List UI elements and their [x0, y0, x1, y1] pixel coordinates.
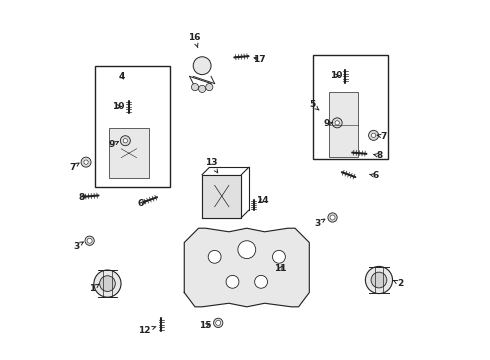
- Circle shape: [85, 236, 94, 246]
- Text: 6: 6: [369, 171, 378, 180]
- Text: 3: 3: [74, 242, 83, 251]
- Circle shape: [368, 130, 379, 140]
- Circle shape: [123, 139, 127, 143]
- Circle shape: [226, 275, 239, 288]
- Text: 8: 8: [373, 151, 382, 160]
- Text: 6: 6: [138, 199, 147, 208]
- Text: 7: 7: [377, 132, 387, 141]
- Text: 9: 9: [323, 120, 333, 129]
- Circle shape: [94, 270, 121, 297]
- Circle shape: [84, 160, 88, 164]
- Text: 7: 7: [69, 163, 79, 172]
- Text: 13: 13: [205, 158, 218, 173]
- Text: 16: 16: [188, 33, 200, 48]
- Circle shape: [198, 85, 206, 93]
- FancyBboxPatch shape: [329, 93, 358, 157]
- Circle shape: [272, 250, 285, 263]
- Text: 2: 2: [394, 279, 403, 288]
- Circle shape: [371, 272, 387, 288]
- Circle shape: [238, 241, 256, 258]
- Circle shape: [328, 213, 337, 222]
- Circle shape: [81, 157, 91, 167]
- Text: 9: 9: [109, 140, 119, 149]
- Circle shape: [206, 84, 213, 91]
- Circle shape: [99, 276, 115, 292]
- Circle shape: [330, 215, 335, 220]
- Circle shape: [366, 266, 392, 294]
- Text: 10: 10: [112, 102, 124, 111]
- Text: 12: 12: [138, 326, 156, 335]
- Circle shape: [121, 136, 130, 146]
- Text: 4: 4: [119, 72, 125, 81]
- Circle shape: [208, 250, 221, 263]
- Bar: [313, 55, 388, 158]
- Bar: [95, 66, 170, 187]
- Text: 5: 5: [310, 100, 319, 110]
- Circle shape: [255, 275, 268, 288]
- Polygon shape: [184, 228, 309, 307]
- Text: 14: 14: [256, 196, 269, 205]
- Circle shape: [214, 318, 223, 328]
- FancyBboxPatch shape: [109, 128, 148, 178]
- Circle shape: [335, 121, 339, 125]
- Text: 8: 8: [78, 193, 86, 202]
- Text: 17: 17: [253, 55, 266, 64]
- Circle shape: [332, 118, 342, 128]
- Text: 11: 11: [274, 264, 287, 273]
- Polygon shape: [202, 175, 242, 217]
- Text: 1: 1: [89, 284, 99, 293]
- Circle shape: [193, 57, 211, 75]
- Circle shape: [192, 84, 198, 91]
- Text: 15: 15: [199, 321, 211, 330]
- Text: 10: 10: [330, 71, 343, 80]
- Circle shape: [371, 133, 376, 138]
- Circle shape: [87, 238, 92, 243]
- Text: 3: 3: [315, 219, 325, 228]
- Circle shape: [216, 320, 220, 325]
